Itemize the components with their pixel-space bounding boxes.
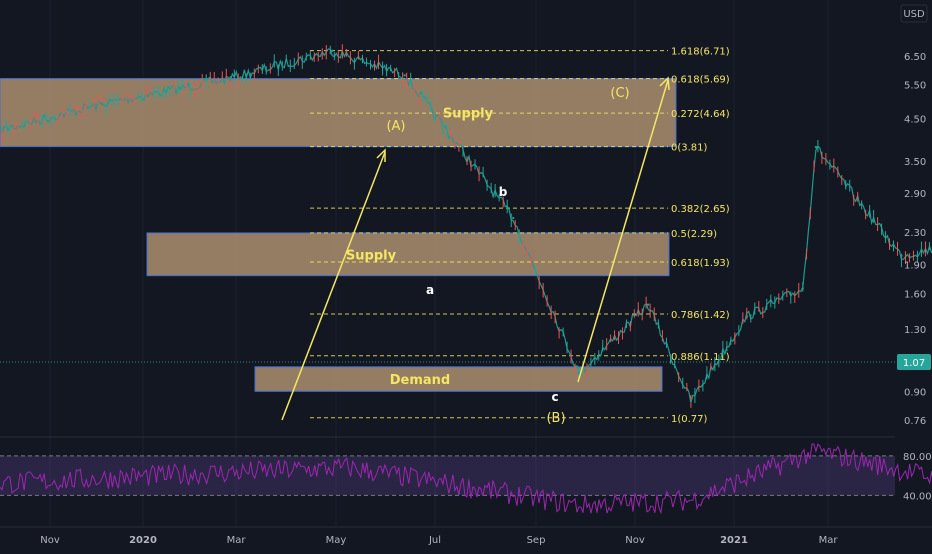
y-tick-label: 6.50 (904, 52, 926, 63)
x-tick-label: May (326, 535, 347, 546)
rsi-line (0, 443, 932, 515)
wave-label: c (551, 390, 558, 404)
x-tick-label: Sep (527, 535, 546, 546)
fib-label: 0.786(1.42) (671, 310, 730, 321)
y-tick-label: 4.50 (904, 114, 926, 125)
y-tick-label: 5.50 (904, 80, 926, 91)
x-tick-label: Nov (40, 535, 60, 546)
arrow-a-line (281, 151, 386, 421)
fib-label: 0.272(4.64) (671, 109, 730, 120)
wave-label: (C) (610, 86, 629, 101)
fib-label: 0.886(1.11) (671, 352, 730, 363)
price-point (745, 315, 749, 318)
wave-label: b (499, 185, 508, 199)
zone-supply-0 (0, 78, 677, 148)
price-point (0, 128, 2, 132)
wave-label: (A) (386, 119, 405, 134)
y-tick-label: 1.60 (904, 290, 926, 301)
zone-label: Supply (346, 248, 397, 263)
y-tick-label: 1.90 (904, 261, 926, 272)
fib-label: 0(3.81) (671, 143, 708, 154)
y-tick-label: 0.76 (904, 416, 926, 427)
y-tick-label: 2.30 (904, 228, 926, 239)
y-tick-label: 1.30 (904, 325, 926, 336)
arrow-c-head (659, 76, 670, 91)
zone-supply-1 (146, 232, 670, 277)
zone-label: Demand (390, 373, 451, 388)
price-series (0, 44, 932, 408)
price-point (814, 145, 818, 149)
price-point (646, 303, 650, 306)
current-price-label: 1.07 (903, 358, 925, 369)
arrow-a-head (376, 148, 386, 162)
fib-label: 1.618(6.71) (671, 47, 730, 58)
x-tick-label: Jul (428, 535, 441, 546)
price-point (403, 74, 406, 77)
zones: Supply Supply Demand (0, 78, 677, 392)
zone-demand-2 (254, 366, 663, 392)
current-price-badge (897, 354, 931, 370)
fib-label: 0.5(2.29) (671, 229, 717, 240)
rsi-band (0, 455, 895, 496)
wave-arrows (281, 76, 670, 421)
x-tick-label: Mar (819, 535, 839, 546)
rsi-pane: 80.00 40.00 (0, 443, 932, 515)
y-tick-label: 2.90 (904, 189, 926, 200)
fib-levels: 1.618(6.71) 0.618(5.69) 0.272(4.64) 0(3.81)… (310, 47, 730, 425)
x-tick-label: 2021 (720, 535, 748, 546)
fib-label: 1(0.77) (671, 414, 708, 425)
x-tick-label: Nov (625, 535, 645, 546)
y-tick-label: 0.90 (904, 387, 926, 398)
wave-label: a (426, 283, 434, 297)
price-line (0, 48, 932, 403)
price-point (900, 254, 903, 258)
arrow-c-line (577, 79, 669, 383)
rsi-level-label: 80.00 (903, 452, 932, 463)
fib-label: 0.618(5.69) (671, 75, 730, 86)
zone-label: Supply (443, 107, 494, 122)
price-point (512, 216, 515, 220)
wave-labels: (A) b a c (B) (C) (386, 86, 629, 426)
fib-label: 0.382(2.65) (671, 204, 730, 215)
x-tick-label: Mar (227, 535, 247, 546)
price-point (689, 399, 693, 403)
price-point (801, 287, 804, 290)
time-axis[interactable]: Nov 2020 Mar May Jul Sep Nov 2021 Mar (40, 535, 838, 546)
currency-button[interactable] (900, 4, 928, 23)
y-tick-label: 3.50 (904, 157, 926, 168)
price-point (100, 102, 104, 106)
currency-label: USD (903, 9, 925, 20)
price-point (331, 49, 334, 53)
fib-label: 0.618(1.93) (671, 258, 730, 269)
rsi-level-label: 40.00 (903, 491, 932, 502)
x-tick-label: 2020 (129, 535, 157, 546)
price-axis[interactable]: 6.50 5.50 4.50 3.50 2.90 2.30 1.90 1.60 1.30 0.90… (904, 52, 926, 427)
wave-label: (B) (546, 411, 565, 426)
price-point (229, 77, 232, 80)
